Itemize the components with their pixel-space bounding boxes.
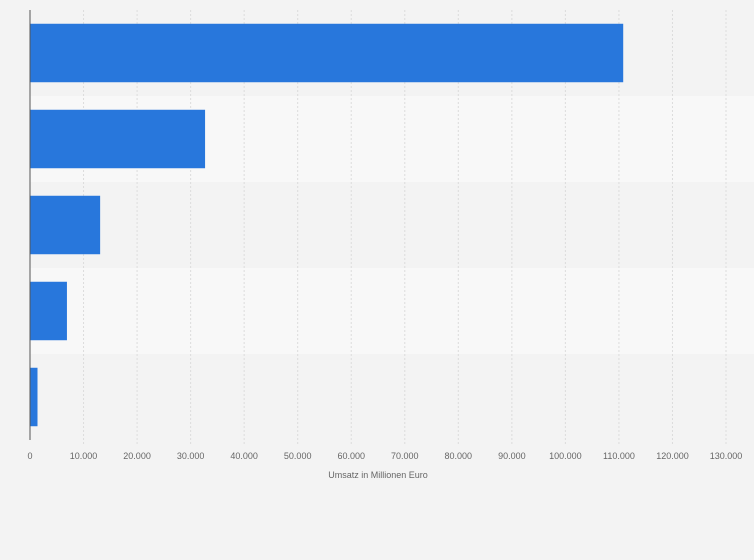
category-band	[30, 182, 754, 268]
bar	[30, 281, 67, 341]
x-tick-label: 100.000	[549, 451, 582, 461]
x-tick-label: 20.000	[123, 451, 151, 461]
bar	[30, 367, 38, 427]
x-tick-label: 60.000	[337, 451, 365, 461]
x-tick-label: 40.000	[230, 451, 258, 461]
x-tick-label: 130.000	[710, 451, 743, 461]
x-tick-label: 120.000	[656, 451, 689, 461]
x-tick-label: 50.000	[284, 451, 312, 461]
bar	[30, 195, 101, 255]
x-axis-tick-labels: 0 10.000 20.000 30.000 40.000 50.000 60.000 70.…	[27, 451, 742, 461]
category-band	[30, 354, 754, 440]
x-tick-label: 110.000	[603, 451, 635, 461]
x-tick-label: 90.000	[498, 451, 526, 461]
category-bands	[30, 10, 754, 440]
vertical-gridlines	[83, 10, 727, 444]
category-band	[30, 268, 754, 354]
x-tick-label: 80.000	[445, 451, 473, 461]
x-tick-label: 0	[27, 451, 32, 461]
x-tick-label: 30.000	[177, 451, 205, 461]
bar-series	[30, 23, 624, 427]
x-tick-label: 10.000	[70, 451, 98, 461]
bar	[30, 23, 624, 83]
bar	[30, 109, 206, 169]
x-tick-label: 70.000	[391, 451, 419, 461]
x-axis-title: Umsatz in Millionen Euro	[328, 470, 428, 480]
